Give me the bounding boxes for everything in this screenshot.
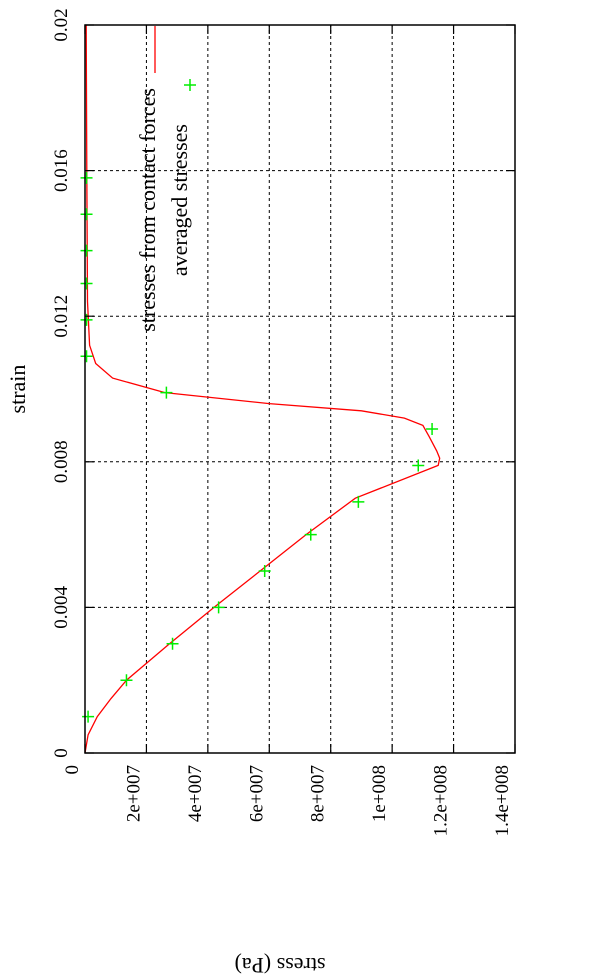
averaged-stress-point xyxy=(120,674,133,687)
averaged-stress-point xyxy=(80,244,93,257)
averaged-stress-point xyxy=(80,208,93,221)
averaged-stress-point xyxy=(212,601,225,614)
averaged-stress-point xyxy=(304,528,317,541)
x-tick-label: 0.004 xyxy=(51,586,72,629)
legend-label: averaged stresses xyxy=(167,124,192,276)
y-tick-label: 0 xyxy=(62,765,83,775)
y-tick-label: 4e+007 xyxy=(185,765,206,822)
x-axis-title: strain xyxy=(5,365,30,414)
plot-frame xyxy=(84,24,516,754)
y-tick-label: 1.2e+008 xyxy=(431,765,452,836)
rotated-chart-group: 0 0.004 0.008 0.012 0.016 0.02 0 2e+007 4e+007 6e… xyxy=(5,8,516,978)
axis-ticks: 0 0.004 0.008 0.012 0.016 0.02 0 2e+007 4e+007 6e… xyxy=(51,8,516,836)
y-axis-title: stress (Pa) xyxy=(234,953,325,978)
averaged-stress-point xyxy=(426,423,439,436)
averaged-stress-point xyxy=(412,459,425,472)
y-tick-label: 2e+007 xyxy=(123,765,144,822)
y-tick-label: 6e+007 xyxy=(246,765,267,822)
averaged-stress-point xyxy=(80,171,93,184)
y-tick-label: 1.4e+008 xyxy=(492,765,513,836)
y-tick-label: 1e+008 xyxy=(369,765,390,822)
averaged-stress-point xyxy=(258,565,271,577)
averaged-stress-point xyxy=(352,495,365,508)
data-layer xyxy=(80,24,441,754)
x-tick-label: 0 xyxy=(51,748,72,758)
legend-label: stresses from contact forces xyxy=(135,88,160,332)
averaged-stress-point xyxy=(82,710,95,723)
averaged-stress-point xyxy=(160,386,173,399)
y-tick-label: 8e+007 xyxy=(308,765,329,822)
averaged-stress-point xyxy=(80,350,93,363)
legend: stresses from contact forces averaged str… xyxy=(135,26,196,332)
x-tick-label: 0.008 xyxy=(51,440,72,483)
x-tick-label: 0.012 xyxy=(51,295,72,338)
averaged-stress-point xyxy=(80,277,93,290)
legend-marker-swatch xyxy=(184,79,196,91)
averaged-stress-point xyxy=(166,637,179,650)
x-tick-label: 0.016 xyxy=(51,149,72,192)
grid-lines xyxy=(85,25,515,753)
x-tick-label: 0.02 xyxy=(51,8,72,41)
